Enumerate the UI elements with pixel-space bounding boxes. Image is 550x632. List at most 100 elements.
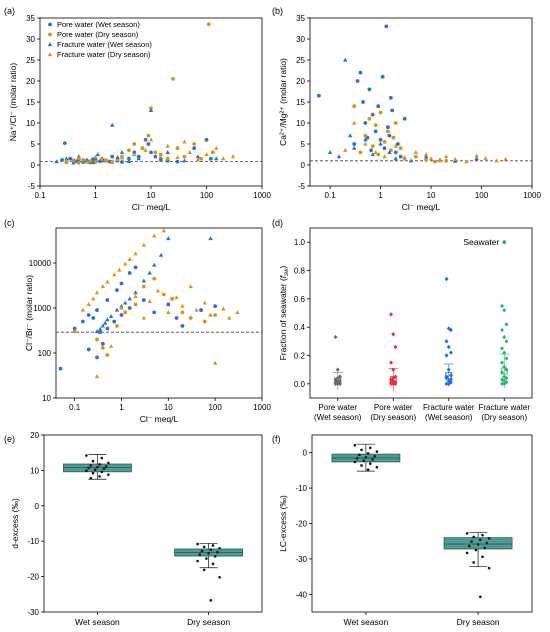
legend-label: Pore water (Dry season) [57, 30, 139, 39]
data-point [199, 156, 204, 161]
data-point [393, 121, 398, 125]
data-point [337, 374, 342, 379]
y-tick-label: 0.4 [294, 323, 306, 332]
data-point [119, 305, 124, 310]
y-tick-label: 0 [301, 161, 306, 170]
data-point [386, 129, 390, 134]
data-point [335, 367, 340, 372]
data-point [230, 154, 236, 159]
data-point [72, 326, 77, 331]
data-point [64, 156, 69, 161]
plot-frame [309, 227, 533, 399]
data-point [86, 313, 91, 317]
series-1 [352, 104, 449, 164]
y-tick-label: 0 [35, 502, 40, 511]
data-point [100, 470, 104, 474]
data-point [153, 154, 158, 159]
y-tick-label: 5 [31, 140, 36, 149]
data-point [72, 329, 77, 334]
data-point [389, 380, 394, 385]
y-tick-label: 0.8 [294, 267, 306, 276]
data-point [452, 158, 458, 163]
data-point [86, 347, 91, 352]
data-point [500, 360, 505, 365]
data-point [380, 74, 385, 79]
x-tick-label: 10 [147, 191, 156, 200]
data-point [196, 559, 199, 563]
x-axis-label: Cl⁻ meq/L [140, 414, 179, 424]
panel-e: (e) -30 -20 -10 0 10 20 Wet season Dry season d-e… [4, 431, 263, 627]
data-point [363, 121, 368, 125]
legend-label: Pore water (Wet season) [57, 20, 140, 29]
x-tick-label: 1000 [523, 191, 541, 200]
data-point [100, 284, 106, 289]
data-point [127, 296, 132, 301]
data-point [99, 156, 104, 161]
data-point [76, 155, 81, 160]
data-point [502, 364, 507, 370]
x-tick-label: 100 [200, 191, 214, 200]
data-point [378, 110, 383, 115]
data-point [208, 156, 213, 161]
data-point [500, 370, 505, 375]
data-point [107, 461, 110, 465]
data-point [221, 306, 226, 311]
data-point [132, 152, 137, 157]
y-tick-label: -10 [27, 537, 39, 546]
data-point [500, 346, 505, 351]
data-point [504, 356, 509, 361]
x-category-label: Fracture water [478, 403, 530, 412]
series-1 [72, 276, 218, 357]
data-point [182, 139, 187, 144]
series-3 [343, 120, 508, 164]
y-tick-label: 10 [26, 119, 35, 128]
box-0 [63, 454, 132, 615]
y-tick-label: -20 [295, 520, 307, 529]
data-point [153, 150, 158, 155]
data-point [358, 150, 363, 155]
data-point [375, 450, 379, 453]
y-tick-label: 20 [26, 77, 35, 86]
data-point [133, 302, 138, 307]
data-point [161, 292, 166, 297]
y-tick-label: 1.0 [294, 238, 306, 247]
data-point [393, 344, 398, 350]
data-point [433, 159, 437, 164]
x-axis-label: Cl⁻ meq/L [132, 202, 171, 212]
data-point [351, 145, 357, 150]
x-tick-label: 0.1 [69, 403, 81, 412]
data-point [472, 535, 476, 539]
data-point [504, 322, 509, 327]
data-point [122, 300, 128, 305]
data-point [206, 22, 211, 27]
data-point [105, 326, 110, 331]
x-category-label: Pore water [374, 403, 413, 412]
data-point [93, 468, 97, 471]
y-tick-label: 25 [26, 56, 35, 65]
data-point [465, 532, 469, 535]
panel-c: (c) 0.1 1 10 100 1000 10 100 1000 10000 Cl⁻ meq/L C… [4, 218, 271, 424]
data-point [95, 337, 99, 342]
data-point [393, 150, 398, 155]
data-point [437, 158, 443, 163]
data-point [474, 153, 479, 158]
data-point [105, 317, 110, 322]
data-point [152, 233, 157, 238]
data-point [91, 296, 96, 301]
data-point [213, 313, 218, 317]
data-point [102, 467, 106, 470]
data-point [84, 157, 90, 162]
y-tick-label: 10 [30, 466, 39, 475]
data-point [218, 576, 221, 579]
legend-marker [47, 52, 53, 57]
y-tick-label: -30 [27, 608, 39, 617]
data-point [204, 137, 209, 142]
data-point [465, 551, 469, 555]
data-point [213, 555, 217, 558]
data-point [389, 312, 394, 317]
data-point [88, 159, 93, 164]
data-point [108, 344, 114, 349]
data-point [388, 95, 393, 100]
data-point [398, 146, 403, 151]
